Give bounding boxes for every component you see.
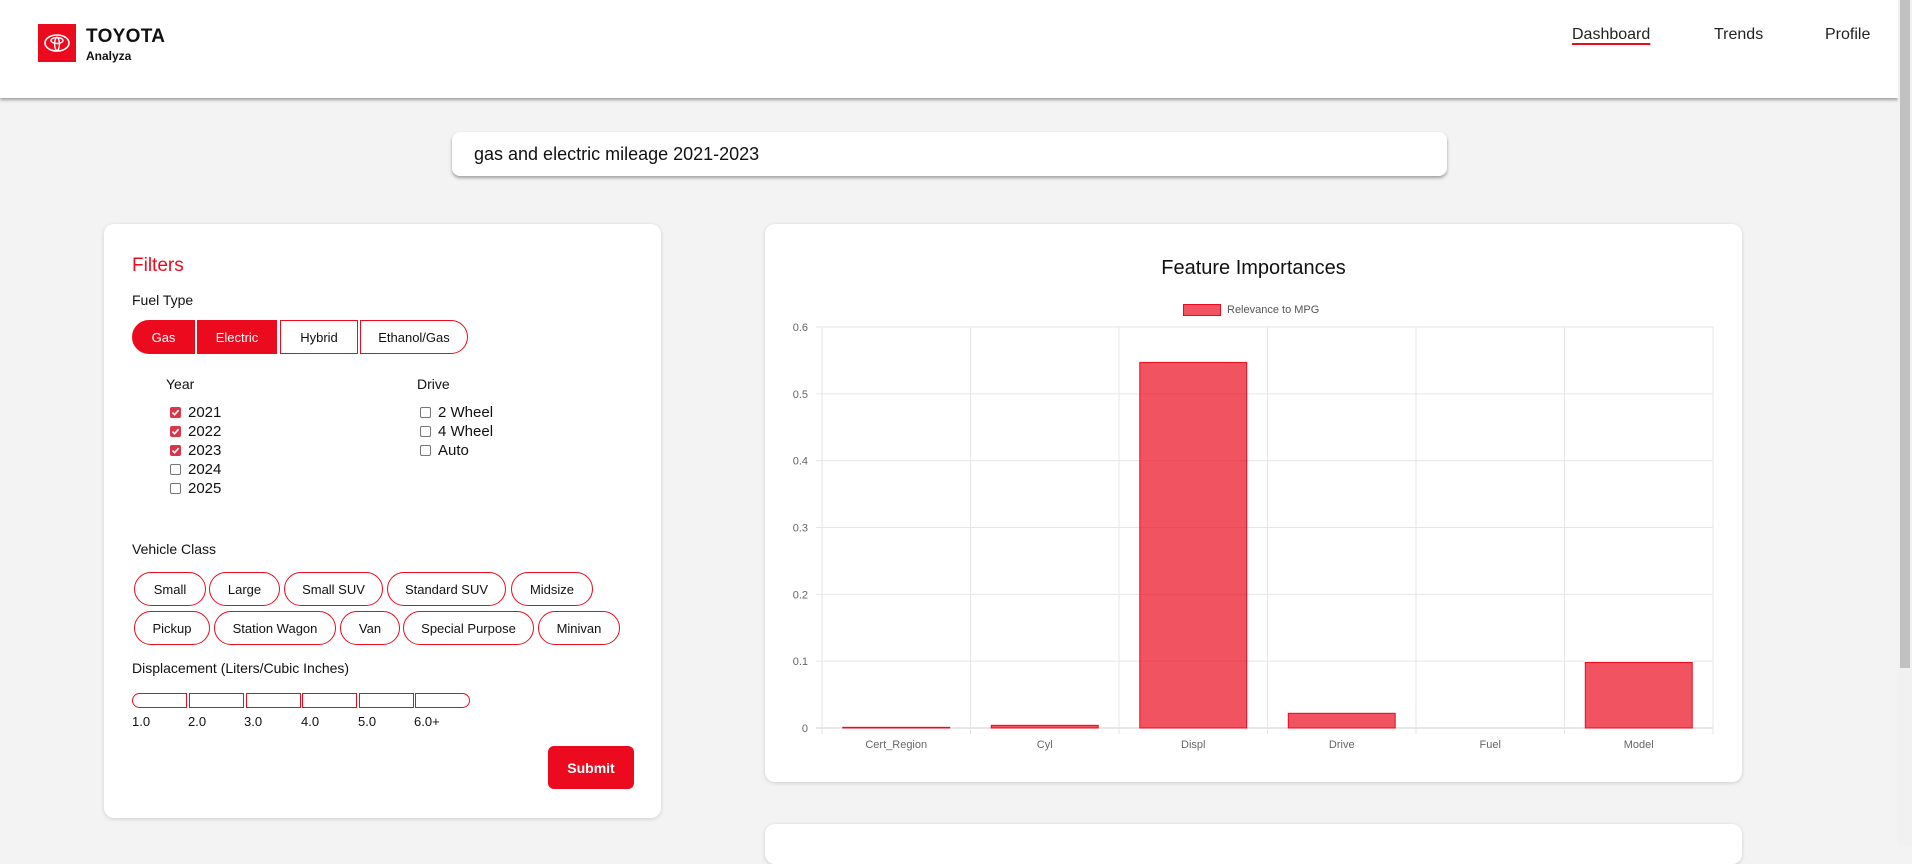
y-tick-label: 0.4: [793, 456, 808, 468]
legend-swatch: [1183, 304, 1221, 316]
displacement-tick: 4.0: [301, 714, 320, 729]
checkbox-icon[interactable]: [170, 483, 181, 494]
year-option-label: 2023: [188, 442, 222, 459]
bar-displ: [1139, 361, 1248, 729]
fuel-gas-button[interactable]: Gas: [132, 320, 195, 354]
year-label: Year: [166, 376, 195, 392]
y-tick-label: 0: [802, 723, 808, 735]
drive-2wheel-checkbox[interactable]: 2 Wheel: [420, 404, 493, 421]
displacement-tick: 3.0: [244, 714, 263, 729]
fuel-electric-button[interactable]: Electric: [197, 320, 277, 354]
checkbox-icon[interactable]: [170, 407, 181, 418]
toyota-logo-icon[interactable]: [38, 24, 76, 62]
vehicle-class-standard-suv-button[interactable]: Standard SUV: [387, 572, 506, 606]
bar-cert_region: [842, 726, 951, 729]
checkbox-icon[interactable]: [420, 445, 431, 456]
drive-4wheel-checkbox[interactable]: 4 Wheel: [420, 423, 493, 440]
filters-title: Filters: [132, 255, 184, 276]
displacement-tick: 1.0: [132, 714, 151, 729]
displacement-tick: 2.0: [188, 714, 207, 729]
vehicle-class-station-wagon-button[interactable]: Station Wagon: [214, 611, 336, 645]
drive-label: Drive: [417, 376, 450, 392]
year-2024-checkbox[interactable]: 2024: [170, 461, 221, 478]
year-option-label: 2022: [188, 423, 222, 440]
y-tick-label: 0.3: [793, 523, 808, 535]
fuel-type-label: Fuel Type: [132, 292, 194, 308]
displacement-segment-4[interactable]: [302, 693, 357, 708]
displacement-segment-2[interactable]: [189, 693, 244, 708]
year-option-label: 2021: [188, 404, 222, 421]
brand-name: TOYOTA: [86, 26, 166, 47]
brand-subtitle: Analyza: [86, 49, 132, 63]
displacement-segment-3[interactable]: [246, 693, 301, 708]
filters-panel: Filters Fuel Type Gas Electric Hybrid Et…: [104, 224, 661, 818]
vehicle-class-special-purpose-button[interactable]: Special Purpose: [403, 611, 534, 645]
nav-dashboard[interactable]: Dashboard: [1572, 26, 1651, 43]
x-tick-label: Cert_Region: [865, 739, 927, 751]
checkbox-icon[interactable]: [170, 445, 181, 456]
year-option-label: 2025: [188, 480, 222, 497]
vehicle-class-pickup-button[interactable]: Pickup: [134, 611, 210, 645]
x-tick-label: Displ: [1181, 739, 1205, 751]
vehicle-class-small-button[interactable]: Small: [134, 572, 206, 606]
year-2023-checkbox[interactable]: 2023: [170, 442, 221, 459]
fuel-ethanol-gas-button[interactable]: Ethanol/Gas: [360, 320, 468, 354]
checkbox-icon[interactable]: [420, 407, 431, 418]
year-option-label: 2024: [188, 461, 222, 478]
bar-model: [1584, 662, 1693, 729]
chart-legend[interactable]: Relevance to MPG: [1183, 304, 1319, 316]
top-nav-bar: TOYOTA Analyza Dashboard Trends Profile: [0, 0, 1898, 98]
y-tick-label: 0.2: [793, 589, 808, 601]
year-2021-checkbox[interactable]: 2021: [170, 404, 221, 421]
secondary-card: [765, 824, 1742, 864]
bar-cyl: [990, 724, 1099, 729]
year-2022-checkbox[interactable]: 2022: [170, 423, 221, 440]
vehicle-class-midsize-button[interactable]: Midsize: [511, 572, 593, 606]
checkbox-icon[interactable]: [170, 426, 181, 437]
bar-drive: [1287, 712, 1396, 729]
displacement-segment-6[interactable]: [415, 693, 470, 708]
y-tick-label: 0.6: [793, 322, 808, 334]
submit-button[interactable]: Submit: [548, 746, 634, 789]
feature-importances-chart: 0 0.1 0.2 0.3 0.4 0.5 0.6 Cert_Region Cyl Displ Dr…: [793, 322, 1714, 751]
page-scrollbar[interactable]: [1898, 0, 1912, 847]
displacement-segment-5[interactable]: [359, 693, 414, 708]
x-tick-label: Model: [1624, 739, 1654, 751]
drive-option-label: 4 Wheel: [438, 423, 494, 440]
checkbox-icon[interactable]: [420, 426, 431, 437]
vehicle-class-small-suv-button[interactable]: Small SUV: [284, 572, 383, 606]
nav-trends[interactable]: Trends: [1714, 26, 1764, 43]
drive-option-label: 2 Wheel: [438, 404, 494, 421]
displacement-tick: 5.0: [358, 714, 377, 729]
x-tick-label: Drive: [1329, 739, 1355, 751]
fuel-hybrid-button[interactable]: Hybrid: [280, 320, 358, 354]
chart-title: Feature Importances: [1161, 257, 1346, 279]
checkbox-icon[interactable]: [170, 464, 181, 475]
vehicle-class-large-button[interactable]: Large: [209, 572, 280, 606]
legend-label: Relevance to MPG: [1227, 304, 1320, 316]
displacement-tick: 6.0+: [414, 714, 440, 729]
feature-importances-card: Feature Importances Relevance to MPG 0 0.…: [765, 224, 1742, 782]
scrollbar-thumb[interactable]: [1900, 0, 1910, 668]
y-tick-label: 0.1: [793, 656, 808, 668]
vehicle-class-van-button[interactable]: Van: [340, 611, 400, 645]
x-tick-label: Fuel: [1480, 739, 1501, 751]
nav-profile[interactable]: Profile: [1825, 26, 1871, 43]
drive-auto-checkbox[interactable]: Auto: [420, 442, 469, 459]
y-tick-label: 0.5: [793, 389, 808, 401]
search-input[interactable]: [452, 132, 1447, 176]
x-tick-label: Cyl: [1037, 739, 1053, 751]
drive-option-label: Auto: [438, 442, 469, 459]
displacement-label: Displacement (Liters/Cubic Inches): [132, 660, 350, 676]
vehicle-class-minivan-button[interactable]: Minivan: [538, 611, 620, 645]
displacement-segment-1[interactable]: [132, 693, 187, 708]
year-2025-checkbox[interactable]: 2025: [170, 480, 221, 497]
vehicle-class-label: Vehicle Class: [132, 541, 217, 557]
